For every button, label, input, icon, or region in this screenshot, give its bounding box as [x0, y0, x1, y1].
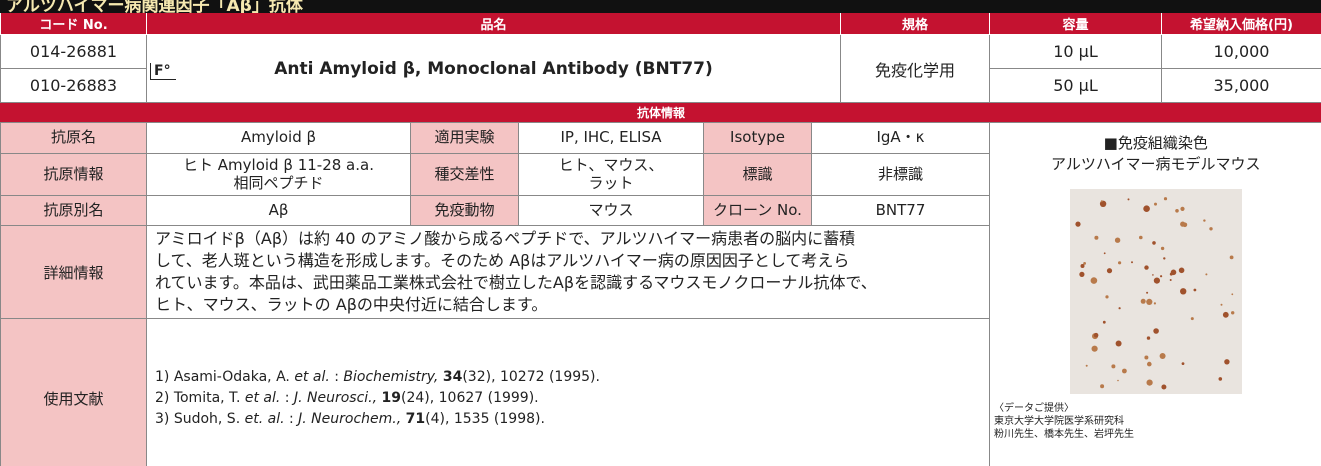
column-header: 品名: [146, 13, 841, 35]
ref-rest: (4), 1535 (1998).: [425, 411, 545, 427]
info-value: 非標識: [811, 153, 990, 196]
ref-etal: et al.: [294, 369, 330, 385]
section-row: 抗体情報: [0, 102, 1321, 122]
info-row: 抗原別名 Aβ 免疫動物 マウス クローン No. BNT77: [0, 195, 1321, 226]
credit-line: 〈データご提供〉: [994, 403, 1074, 414]
info-value: ヒト、マウス、 ラット: [518, 153, 704, 196]
ref-authors: 2) Tomita, T.: [155, 390, 241, 406]
refs: 1) Asami-Odaka, A. et al. : Biochemistry…: [146, 318, 990, 466]
reference: 1) Asami-Odaka, A. et al. : Biochemistry…: [155, 367, 981, 388]
info-label: Isotype: [703, 122, 812, 154]
info-row: 抗原情報 ヒト Amyloid β 11-28 a.a. 相同ペプチド 種交差性 ヒト…: [0, 153, 1321, 196]
credit-line: 東京大学大学院医学系研究科: [994, 416, 1124, 427]
detail-line: して、老人斑という構造を形成します。そのため Aβはアルツハイマー病の原因因子と…: [155, 251, 850, 270]
info-value: Amyloid β: [146, 122, 411, 154]
info-value: ヒト Amyloid β 11-28 a.a. 相同ペプチド: [146, 153, 411, 196]
credit-line: 粉川先生、橋本先生、岩坪先生: [994, 429, 1134, 440]
column-header: コード No.: [0, 13, 147, 35]
detail-line: れています。本品は、武田薬品工業株式会社で樹立したAβを認識するマウスモノクロー…: [155, 273, 877, 292]
refs-row: 使用文献 1) Asami-Odaka, A. et al. : Biochemi…: [0, 318, 1321, 466]
product-icon: F°: [150, 63, 176, 80]
ref-rest: (32), 10272 (1995).: [462, 369, 600, 385]
column-header: 希望納入価格(円): [1161, 13, 1321, 35]
product-table: コード No. 品名 規格 容量 希望納入価格(円) 014-26881 Ant…: [0, 13, 1321, 122]
price: 10,000: [1161, 34, 1321, 69]
ref-volume: 71: [405, 411, 426, 427]
ref-journal: Biochemistry,: [343, 369, 439, 385]
reference: 2) Tomita, T. et al. : J. Neurosci., 19(…: [155, 388, 981, 409]
detail-line: アミロイドβ（Aβ）は約 40 のアミノ酸から成るペプチドで、アルツハイマー病患…: [155, 229, 856, 248]
figure-image: [1069, 189, 1242, 394]
info-label: 抗原情報: [0, 153, 147, 196]
ref-sep: :: [288, 411, 294, 427]
price: 35,000: [1161, 68, 1321, 103]
info-label: クローン No.: [703, 195, 812, 226]
info-label: 適用実験: [410, 122, 519, 154]
column-header: 規格: [840, 13, 990, 35]
page-title: アルツハイマー病関連因子「Aβ」抗体: [6, 0, 303, 13]
info-label: 免疫動物: [410, 195, 519, 226]
figure-title: ■免疫組織染色: [1103, 134, 1208, 152]
ref-authors: 3) Sudoh, S.: [155, 411, 241, 427]
column-header: 容量: [989, 13, 1162, 35]
detail-line: ヒト、マウス、ラットの Aβの中央付近に結合します。: [155, 295, 548, 314]
figure-cell: ■免疫組織染色アルツハイマー病モデルマウス〈データご提供〉東京大学大学院医学系研…: [989, 122, 1321, 466]
info-label: 抗原別名: [0, 195, 147, 226]
ref-rest: (24), 10627 (1999).: [401, 390, 539, 406]
header-row: コード No. 品名 規格 容量 希望納入価格(円): [0, 13, 1321, 35]
info-label: 種交差性: [410, 153, 519, 196]
volume: 10 μL: [989, 34, 1162, 69]
ref-volume: 34: [442, 369, 463, 385]
reference: 3) Sudoh, S. et. al. : J. Neurochem., 71…: [155, 409, 981, 430]
info-table: 抗原名 Amyloid β 適用実験 IP, IHC, ELISA Isotype IgA…: [0, 122, 1321, 466]
ref-etal: et al.: [244, 390, 281, 406]
section-title: 抗体情報: [0, 102, 1321, 122]
info-value: マウス: [518, 195, 704, 226]
info-value: IgA・κ: [811, 122, 990, 154]
info-label: 抗原名: [0, 122, 147, 154]
info-label: 標識: [703, 153, 812, 196]
info-value: IP, IHC, ELISA: [518, 122, 704, 154]
ref-sep: :: [334, 369, 339, 385]
figure-title: アルツハイマー病モデルマウス: [1050, 155, 1261, 173]
detail-row: 詳細情報 アミロイドβ（Aβ）は約 40 のアミノ酸から成るペプチドで、アルツハイ…: [0, 225, 1321, 319]
refs-label: 使用文献: [0, 318, 147, 466]
ref-volume: 19: [381, 390, 401, 406]
title-bar: アルツハイマー病関連因子「Aβ」抗体: [0, 0, 1321, 13]
info-value: Aβ: [146, 195, 411, 226]
product-row: 014-26881 Anti Amyloid β, Monoclonal Ant…: [0, 34, 1321, 103]
info-row: 抗原名 Amyloid β 適用実験 IP, IHC, ELISA Isotype IgA…: [0, 122, 1321, 466]
ref-journal: J. Neurochem.,: [298, 411, 402, 427]
info-value: BNT77: [811, 195, 990, 226]
product-name: Anti Amyloid β, Monoclonal Antibody (BNT…: [146, 34, 841, 103]
code: 014-26881: [0, 34, 147, 69]
grade: 免疫化学用: [840, 34, 990, 103]
figure-credit: 〈データご提供〉東京大学大学院医学系研究科 粉川先生、橋本先生、岩坪先生: [994, 402, 1321, 441]
detail-label: 詳細情報: [0, 225, 147, 319]
ref-sep: :: [284, 390, 290, 406]
detail-text: アミロイドβ（Aβ）は約 40 のアミノ酸から成るペプチドで、アルツハイマー病患…: [146, 225, 990, 319]
ref-etal: et. al.: [244, 411, 285, 427]
ref-journal: J. Neurosci.,: [293, 390, 378, 406]
code: 010-26883: [0, 68, 147, 103]
info-body: 抗原名 Amyloid β 適用実験 IP, IHC, ELISA Isotype IgA…: [0, 122, 1321, 466]
volume: 50 μL: [989, 68, 1162, 103]
ref-authors: 1) Asami-Odaka, A.: [155, 369, 290, 385]
